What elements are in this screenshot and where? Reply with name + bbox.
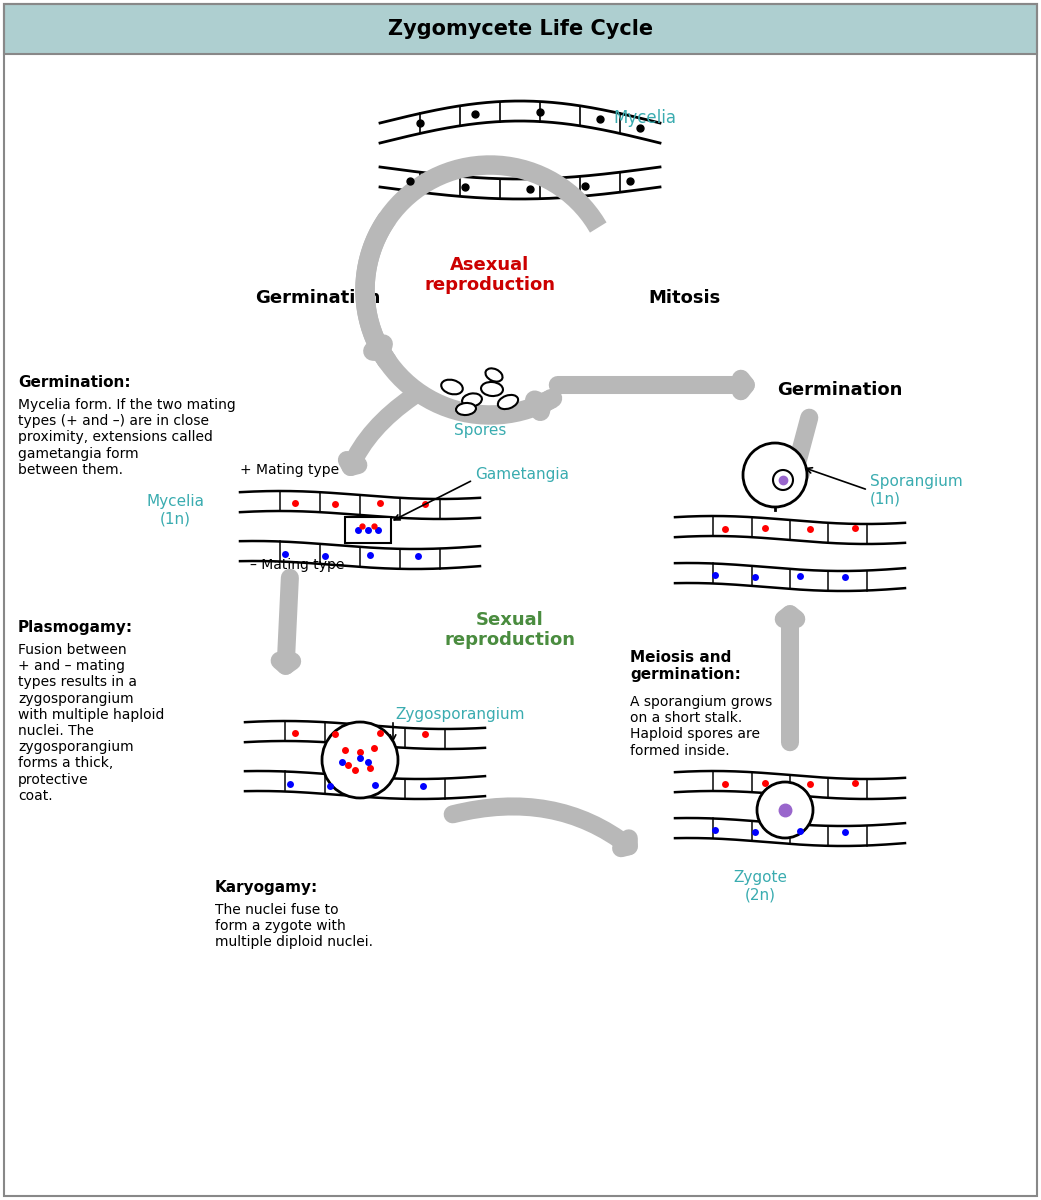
Text: Meiosis and
germination:: Meiosis and germination: [630,650,741,683]
Text: Gametangia: Gametangia [475,468,569,482]
Bar [4,4,1037,54]
Text: The nuclei fuse to
form a zygote with
multiple diploid nuclei.: The nuclei fuse to form a zygote with mu… [215,902,373,949]
Text: – Mating type: – Mating type [250,558,345,572]
Text: Sexual
reproduction: Sexual reproduction [445,611,576,649]
Text: Asexual
reproduction: Asexual reproduction [425,256,556,294]
Text: Mycelia: Mycelia [613,109,677,127]
Text: Spores: Spores [454,422,506,438]
Ellipse shape [481,382,503,396]
Text: Germination: Germination [778,382,903,398]
Circle shape [322,722,398,798]
FancyBboxPatch shape [345,517,391,542]
Text: Fusion between
+ and – mating
types results in a
zygosporangium
with multiple ha: Fusion between + and – mating types resu… [18,643,164,803]
Ellipse shape [485,368,503,382]
Text: Zygosporangium: Zygosporangium [395,707,525,721]
Text: Zygomycete Life Cycle: Zygomycete Life Cycle [388,19,654,38]
Text: Mitosis: Mitosis [649,289,721,307]
Text: Germination: Germination [255,289,381,307]
Circle shape [743,443,807,506]
Text: A sporangium grows
on a short stalk.
Haploid spores are
formed inside.: A sporangium grows on a short stalk. Hap… [630,695,772,757]
Ellipse shape [498,395,518,409]
Circle shape [757,782,813,838]
Ellipse shape [456,403,476,415]
Text: Karyogamy:: Karyogamy: [215,880,319,895]
Text: Germination:: Germination: [18,374,130,390]
Text: Mycelia
(1n): Mycelia (1n) [146,494,204,526]
Ellipse shape [441,379,463,395]
Circle shape [773,470,793,490]
Text: Mycelia form. If the two mating
types (+ and –) are in close
proximity, extensio: Mycelia form. If the two mating types (+… [18,398,235,476]
Text: + Mating type: + Mating type [240,463,339,476]
Text: Sporangium
(1n): Sporangium (1n) [870,474,963,506]
Text: Zygote
(2n): Zygote (2n) [733,870,787,902]
Ellipse shape [462,394,482,407]
Text: Plasmogamy:: Plasmogamy: [18,620,133,635]
